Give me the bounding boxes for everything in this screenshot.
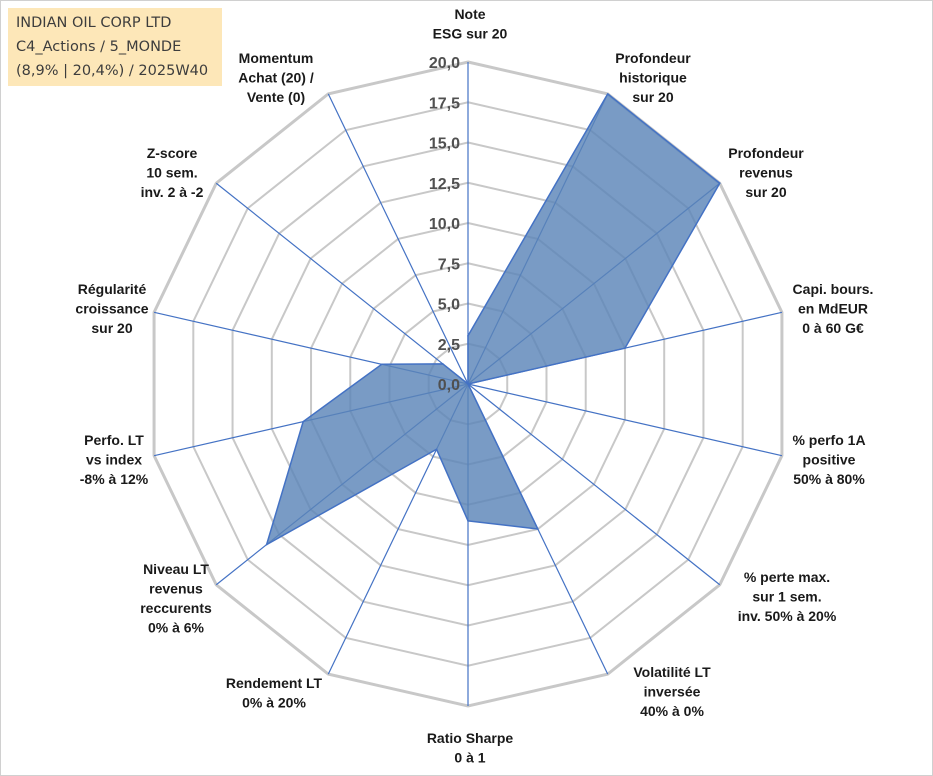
tick-label-4: 10,0	[429, 216, 460, 233]
data-point-12	[442, 363, 444, 365]
axis-label-2: Profondeur revenus sur 20	[728, 145, 804, 200]
series-area	[265, 93, 721, 546]
data-point-3	[624, 347, 626, 349]
data-point-11	[380, 363, 383, 366]
tick-label-1: 2,5	[438, 337, 460, 354]
data-point-13	[467, 383, 469, 385]
axis-label-6: Volatilité LT inversée 40% à 0%	[633, 664, 711, 719]
axis-label-12: Z-score 10 sem. inv. 2 à -2	[141, 145, 204, 200]
tick-label-5: 12,5	[429, 176, 460, 193]
axis-label-5: % perte max. sur 1 sem. inv. 50% à 20%	[738, 569, 837, 624]
data-point-8	[435, 448, 438, 451]
data-point-10	[302, 420, 304, 423]
tick-label-7: 17,5	[429, 95, 460, 112]
data-point-1	[606, 93, 609, 95]
data-point-2	[718, 182, 721, 185]
axis-label-4: % perfo 1A positive 50% à 80%	[792, 432, 865, 487]
axis-spoke-13	[327, 93, 469, 385]
data-point-7	[467, 520, 469, 522]
data-point-9	[265, 543, 268, 546]
axis-label-7: Ratio Sharpe 0 à 1	[427, 730, 514, 766]
legend-box: INDIAN OIL CORP LTD C4_Actions / 5_MONDE…	[8, 8, 222, 86]
axis-label-0: Note ESG sur 20	[433, 6, 508, 42]
axis-spoke-5	[467, 383, 721, 586]
axis-label-10: Perfo. LT vs index -8% à 12%	[80, 432, 149, 487]
axis-label-11: Régularité croissance sur 20	[75, 281, 148, 336]
data-point-6	[537, 528, 539, 530]
portfolio-label: C4_Actions / 5_MONDE	[16, 39, 182, 55]
radar-tick-labels: 0,0 2,5 5,0 7,5 10,0 12,5 15,0 17,5 20,0	[429, 55, 460, 394]
data-point-0	[467, 334, 469, 337]
axis-label-8: Rendement LT 0% à 20%	[226, 675, 323, 711]
stats-label: (8,9% | 20,4%) / 2025W40	[16, 63, 209, 79]
axis-label-1: Profondeur historique sur 20	[615, 50, 691, 105]
axis-label-13: Momentum Achat (20) / Vente (0)	[238, 50, 314, 105]
tick-label-6: 15,0	[429, 136, 460, 153]
axis-spoke-12	[215, 182, 469, 385]
tick-label-2: 5,0	[438, 297, 460, 314]
axis-label-3: Capi. bours. en MdEUR 0 à 60 G€	[793, 281, 874, 336]
radar-axis-labels: Note ESG sur 20 Profondeur historique sur 20…	[75, 6, 873, 766]
tick-label-3: 7,5	[438, 256, 460, 273]
tick-label-0: 0,0	[438, 377, 460, 394]
axis-label-9: Niveau LT revenus reccurents 0% à 6%	[140, 561, 212, 636]
company-name: INDIAN OIL CORP LTD	[16, 15, 172, 31]
tick-label-8: 20,0	[429, 55, 460, 72]
radar-series	[265, 93, 721, 546]
axis-spoke-4	[467, 383, 783, 457]
